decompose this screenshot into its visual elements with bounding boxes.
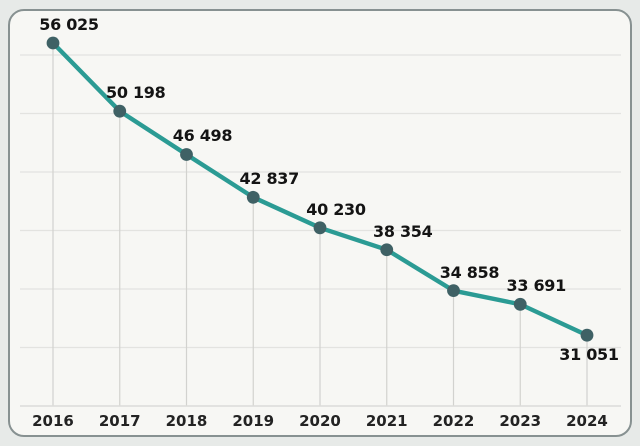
value-label-2022: 34 858 [439, 262, 500, 282]
value-label-2019: 42 837 [239, 169, 300, 189]
value-label-2023: 33 691 [506, 276, 567, 296]
value-label-2021: 38 354 [373, 221, 433, 241]
x-tick-label-2023: 2023 [499, 412, 542, 430]
value-label-2018: 46 498 [172, 126, 233, 146]
value-label-2017: 50 198 [106, 83, 166, 103]
x-tick-label-2022: 2022 [432, 412, 475, 430]
chart-card [8, 9, 632, 437]
x-tick-label-2018: 2018 [165, 412, 208, 430]
x-tick-label-2019: 2019 [232, 412, 275, 430]
x-tick-label-2016: 2016 [32, 412, 74, 430]
value-label-2016: 56 025 [39, 15, 99, 34]
value-label-2020: 40 230 [306, 199, 366, 219]
value-label-2024: 31 051 [559, 345, 619, 365]
x-tick-label-2021: 2021 [365, 412, 408, 430]
x-tick-label-2024: 2024 [566, 412, 608, 430]
x-tick-label-2017: 2017 [98, 412, 141, 430]
x-tick-label-2020: 2020 [299, 412, 341, 430]
